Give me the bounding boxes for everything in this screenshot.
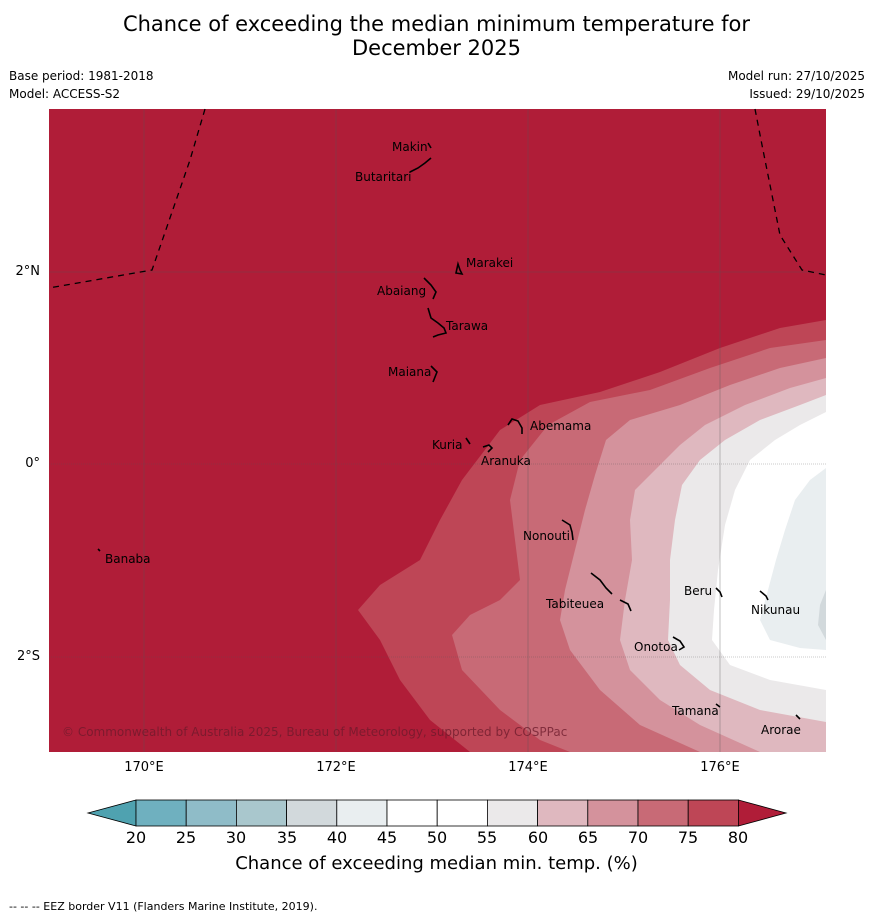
colorbar-under [86, 799, 137, 827]
issued-date: Issued: 29/10/2025 [749, 87, 865, 101]
island-banaba [97, 548, 101, 552]
title-line-1: Chance of exceeding the median minimum t… [122, 12, 751, 36]
island-abaiang [423, 277, 437, 300]
lon-label-170e: 170°E [124, 760, 164, 775]
label-marakei: Marakei [466, 256, 513, 270]
island-arorae [795, 714, 801, 720]
label-banaba: Banaba [105, 552, 151, 566]
title-line-2: December 2025 [351, 36, 521, 60]
colorbar-tick: 70 [627, 828, 649, 847]
colorbar-55 [486, 799, 538, 827]
colorbar-60 [537, 799, 589, 827]
colorbar-30 [235, 799, 287, 827]
lat-label-0: 0° [25, 456, 40, 471]
colorbar-label: Chance of exceeding median min. temp. (%… [235, 853, 638, 874]
island-nonouti [561, 519, 574, 541]
copyright-notice: © Commonwealth of Australia 2025, Bureau… [62, 725, 567, 739]
colorbar-50 [436, 799, 488, 827]
colorbar-20 [135, 799, 187, 827]
model-run: Model run: 27/10/2025 [727, 69, 865, 83]
footer-note: -- -- -- EEZ border V11 (Flanders Marine… [9, 900, 318, 913]
islands [97, 142, 801, 720]
colorbar-tick: 75 [677, 828, 699, 847]
label-nonouti: Nonouti [523, 529, 570, 543]
island-abemama [507, 418, 523, 434]
label-aranuka: Aranuka [481, 454, 531, 468]
label-arorae: Arorae [761, 723, 801, 737]
meta-left: Base period: 1981-2018 Model: ACCESS-S2 [9, 67, 154, 103]
label-maiana: Maiana [388, 365, 431, 379]
colorbar [86, 799, 788, 827]
colorbar-25 [185, 799, 237, 827]
label-abemama: Abemama [530, 419, 591, 433]
graticule [49, 109, 826, 752]
island-onotoa [672, 636, 686, 651]
lon-label-174e: 174°E [508, 760, 548, 775]
contour-40 [760, 468, 826, 650]
colorbar-tick: 55 [476, 828, 498, 847]
island-aranuka [482, 444, 494, 453]
label-makin: Makin [392, 140, 428, 154]
label-nikunau: Nikunau [751, 603, 800, 617]
lat-label-2n: 2°N [15, 264, 41, 279]
island-beru [715, 587, 723, 598]
colorbar-45 [386, 799, 438, 827]
colorbar-tick: 30 [225, 828, 247, 847]
colorbar-tick: 35 [276, 828, 298, 847]
colorbar-tick: 80 [727, 828, 749, 847]
colorbar-65 [587, 799, 639, 827]
colorbar-70 [637, 799, 689, 827]
colorbar-tick: 65 [577, 828, 599, 847]
colorbar-tick: 60 [527, 828, 549, 847]
base-period: Base period: 1981-2018 [9, 69, 154, 83]
colorbar-tick: 45 [376, 828, 398, 847]
island-tarawa [427, 307, 448, 338]
island-nikunau [759, 590, 769, 601]
lat-label-2s: 2°S [16, 649, 40, 664]
island-makin [427, 142, 432, 149]
island-marakei [455, 261, 464, 276]
eez-border [48, 108, 827, 289]
colorbar-tick: 25 [175, 828, 197, 847]
label-tarawa: Tarawa [445, 319, 488, 333]
contour-35 [818, 590, 826, 640]
lon-label-176e: 176°E [700, 760, 740, 775]
meta-right: Model run: 27/10/2025 Issued: 29/10/2025 [728, 67, 865, 103]
island-kuria [465, 437, 471, 445]
label-onotoa: Onotoa [634, 640, 678, 654]
colorbar-over [738, 799, 788, 827]
label-tabiteuea: Tabiteuea [545, 597, 604, 611]
colorbar-tick: 50 [426, 828, 448, 847]
lon-label-172e: 172°E [316, 760, 356, 775]
label-butaritari: Butaritari [355, 170, 412, 184]
colorbar-tick: 20 [125, 828, 147, 847]
island-maiana [430, 365, 438, 383]
colorbar-35 [286, 799, 338, 827]
label-abaiang: Abaiang [377, 284, 426, 298]
chart-title: Chance of exceeding the median minimum t… [0, 12, 873, 60]
colorbar-40 [336, 799, 388, 827]
island-tamana [715, 703, 721, 708]
model-name: Model: ACCESS-S2 [9, 87, 121, 101]
label-tamana: Tamana [671, 704, 719, 718]
colorbar-tick: 40 [326, 828, 348, 847]
label-kuria: Kuria [432, 438, 463, 452]
label-beru: Beru [684, 584, 712, 598]
colorbar-75 [687, 799, 739, 827]
island-butaritari [409, 157, 432, 173]
island-tabiteuea [590, 572, 632, 612]
